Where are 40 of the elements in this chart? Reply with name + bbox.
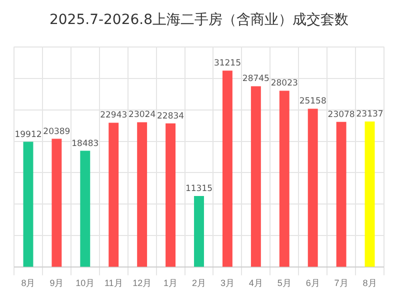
data-label: 28023 xyxy=(270,78,298,89)
x-tick-label: 2月 xyxy=(192,278,206,288)
bar xyxy=(279,90,290,267)
x-tick-label: 12月 xyxy=(132,278,152,288)
x-tick-label: 7月 xyxy=(334,278,348,288)
x-tick-label: 3月 xyxy=(220,278,234,288)
chart-title: 2025.7-2026.8上海二手房（含商业）成交套数 xyxy=(49,12,349,28)
bar xyxy=(108,122,119,267)
x-tick-label: 6月 xyxy=(306,278,320,288)
bar xyxy=(250,86,261,267)
data-label: 23078 xyxy=(328,110,355,120)
x-tick-label: 1月 xyxy=(164,278,178,288)
x-tick-label: 11月 xyxy=(104,278,123,288)
bar xyxy=(23,142,34,267)
bar xyxy=(166,123,176,267)
data-label: 23024 xyxy=(128,110,156,120)
x-tick-label: 9月 xyxy=(50,278,64,288)
data-label: 19912 xyxy=(14,130,42,140)
x-tick-label: 4月 xyxy=(248,278,263,288)
bar xyxy=(80,150,90,267)
x-tick-label: 10月 xyxy=(76,278,95,288)
bar xyxy=(364,122,375,267)
x-tick-label: 8月 xyxy=(362,278,377,288)
data-label: 18483 xyxy=(72,138,99,149)
bar xyxy=(52,138,62,267)
x-tick-label: 5月 xyxy=(277,278,292,288)
bar xyxy=(308,108,318,267)
x-tick-label: 8月 xyxy=(21,278,36,288)
data-label: 28745 xyxy=(242,74,270,84)
data-label: 11315 xyxy=(185,184,213,194)
data-label: 22943 xyxy=(100,110,128,121)
bar xyxy=(137,122,148,267)
data-label: 25158 xyxy=(299,96,326,107)
data-label: 22834 xyxy=(157,111,184,122)
bar xyxy=(194,196,204,267)
data-label: 23137 xyxy=(356,109,384,120)
bar xyxy=(336,122,346,267)
data-label: 20389 xyxy=(43,126,70,137)
bar xyxy=(222,70,232,267)
data-label: 31215 xyxy=(214,58,241,69)
